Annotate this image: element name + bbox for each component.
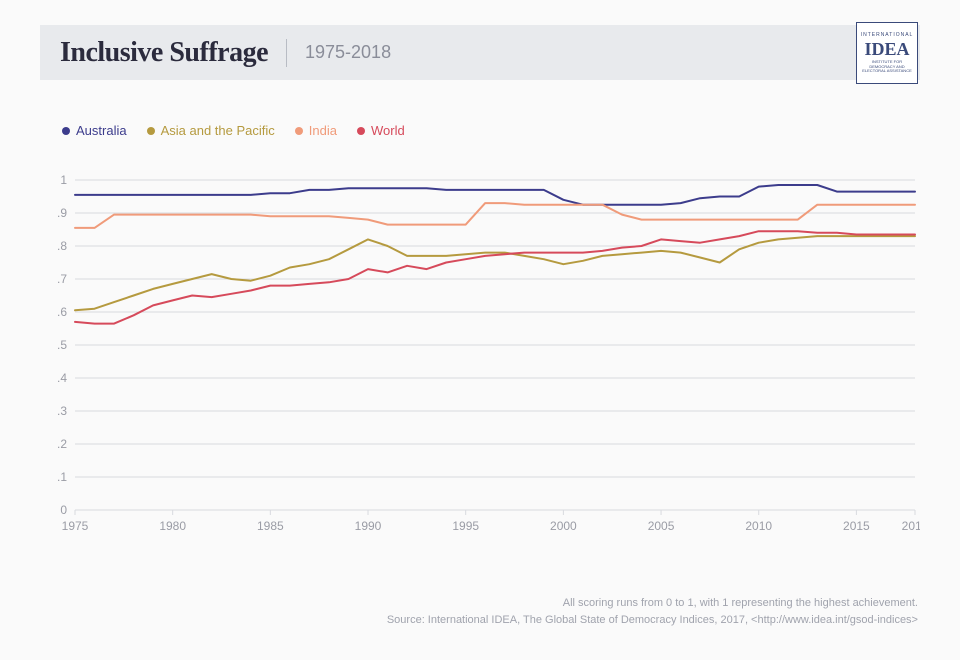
svg-text:.7: .7 [57, 272, 67, 286]
idea-logo: INTERNATIONAL IDEA INSTITUTE FOR DEMOCRA… [856, 22, 918, 84]
svg-text:.2: .2 [57, 437, 67, 451]
svg-text:.5: .5 [57, 338, 67, 352]
svg-text:2018: 2018 [902, 519, 920, 533]
svg-text:1990: 1990 [355, 519, 382, 533]
svg-text:2010: 2010 [745, 519, 772, 533]
legend-item: World [357, 123, 405, 138]
legend-dot-icon [62, 127, 70, 135]
legend-dot-icon [357, 127, 365, 135]
svg-text:1995: 1995 [452, 519, 479, 533]
legend-item: India [295, 123, 337, 138]
svg-text:0: 0 [60, 503, 67, 517]
legend-label: Australia [76, 123, 127, 138]
logo-bottom-text: INSTITUTE FOR DEMOCRACY AND ELECTORAL AS… [861, 60, 913, 74]
title-divider [286, 39, 287, 67]
legend-dot-icon [295, 127, 303, 135]
page-subtitle: 1975-2018 [305, 42, 391, 63]
legend-item: Asia and the Pacific [147, 123, 275, 138]
page-title: Inclusive Suffrage [60, 37, 268, 69]
svg-text:.3: .3 [57, 404, 67, 418]
legend-item: Australia [62, 123, 127, 138]
logo-top-text: INTERNATIONAL [861, 32, 914, 38]
svg-text:.1: .1 [57, 470, 67, 484]
logo-main-text: IDEA [864, 40, 909, 58]
svg-text:2015: 2015 [843, 519, 870, 533]
header-bar: Inclusive Suffrage 1975-2018 [40, 25, 920, 80]
legend-label: India [309, 123, 337, 138]
footnote-scoring: All scoring runs from 0 to 1, with 1 rep… [387, 595, 918, 613]
line-chart: 0 .1 .2 .3 .4 .5 .6 .7 .8 .9 1 1975 1980 1985 1990 1995… [40, 160, 920, 540]
svg-text:.9: .9 [57, 206, 67, 220]
svg-text:.8: .8 [57, 239, 67, 253]
svg-text:.6: .6 [57, 305, 67, 319]
legend-dot-icon [147, 127, 155, 135]
svg-text:2005: 2005 [648, 519, 675, 533]
svg-text:1: 1 [60, 173, 67, 187]
svg-text:1975: 1975 [62, 519, 89, 533]
svg-text:.4: .4 [57, 371, 67, 385]
svg-text:1980: 1980 [159, 519, 186, 533]
chart-legend: Australia Asia and the Pacific India World [62, 123, 405, 138]
footnote-source: Source: International IDEA, The Global S… [387, 612, 918, 630]
footnotes: All scoring runs from 0 to 1, with 1 rep… [387, 595, 918, 630]
svg-text:1985: 1985 [257, 519, 284, 533]
legend-label: World [371, 123, 405, 138]
legend-label: Asia and the Pacific [161, 123, 275, 138]
svg-text:2000: 2000 [550, 519, 577, 533]
